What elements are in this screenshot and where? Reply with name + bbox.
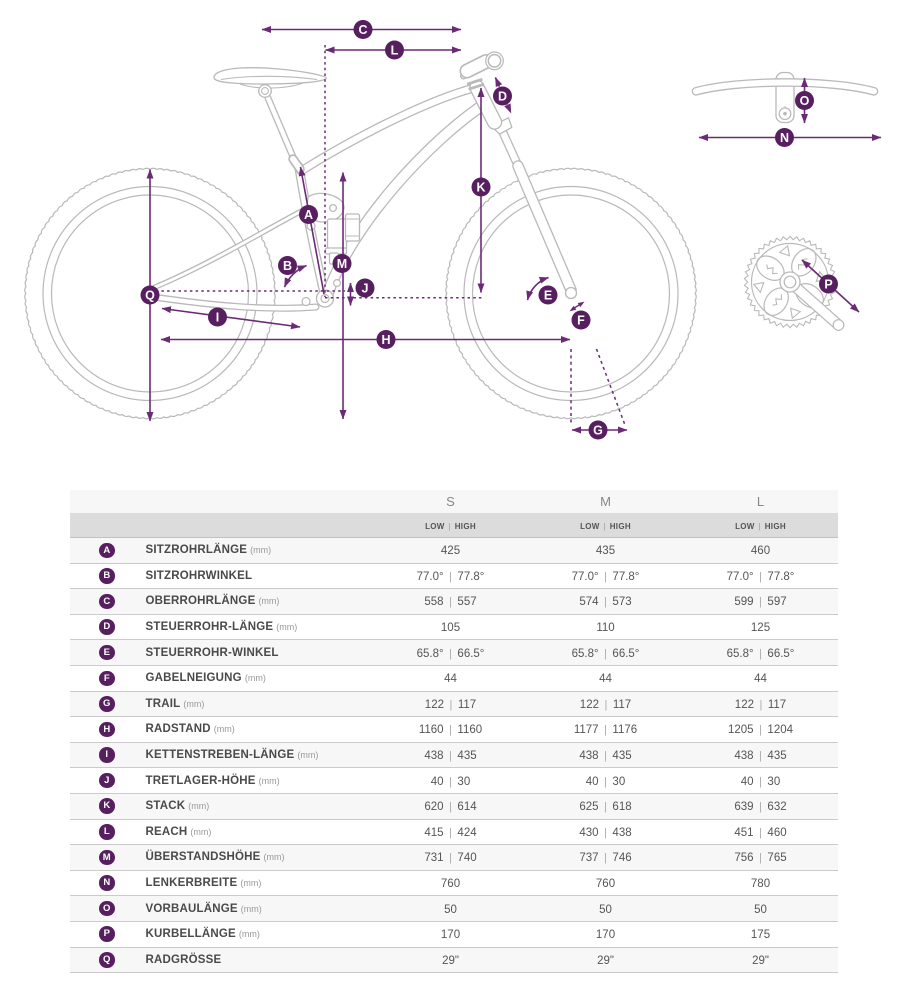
svg-text:N: N (780, 131, 789, 145)
svg-text:F: F (577, 313, 585, 327)
svg-text:C: C (358, 23, 367, 37)
svg-text:B: B (283, 259, 292, 273)
svg-text:G: G (593, 423, 603, 437)
svg-text:D: D (498, 89, 507, 103)
svg-text:K: K (476, 180, 485, 194)
svg-text:I: I (216, 310, 219, 324)
svg-text:A: A (304, 208, 313, 222)
svg-text:O: O (800, 94, 810, 108)
svg-text:E: E (544, 288, 552, 302)
svg-text:M: M (337, 257, 347, 271)
svg-text:L: L (391, 43, 399, 57)
svg-text:H: H (381, 333, 390, 347)
svg-text:P: P (824, 277, 832, 291)
svg-text:J: J (362, 281, 369, 295)
svg-text:Q: Q (145, 288, 155, 302)
